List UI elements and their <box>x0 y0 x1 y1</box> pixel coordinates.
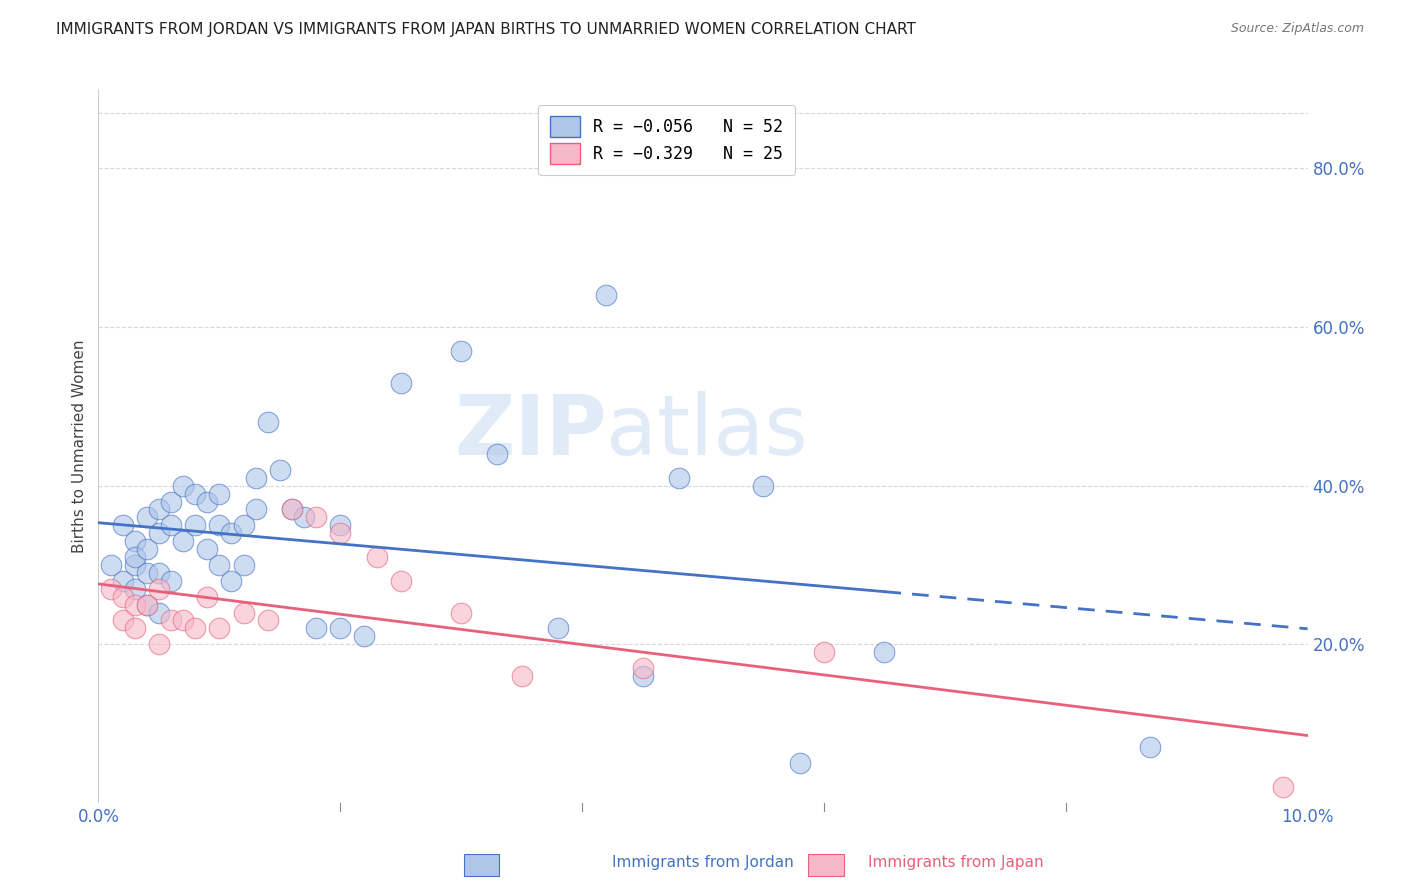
Point <box>160 574 183 588</box>
Point <box>353 629 375 643</box>
Text: Source: ZipAtlas.com: Source: ZipAtlas.com <box>1230 22 1364 36</box>
Point <box>245 502 267 516</box>
Point <box>329 518 352 533</box>
Legend: R = −0.056   N = 52, R = −0.329   N = 25: R = −0.056 N = 52, R = −0.329 N = 25 <box>538 104 794 176</box>
Point <box>184 486 207 500</box>
Point <box>172 478 194 492</box>
Point <box>124 582 146 596</box>
Point <box>111 518 134 533</box>
Point <box>124 549 146 564</box>
Point <box>208 486 231 500</box>
Point <box>389 376 412 390</box>
Point <box>135 510 157 524</box>
Point <box>160 614 183 628</box>
Point <box>221 574 243 588</box>
Point <box>450 343 472 358</box>
Point <box>124 534 146 549</box>
Point <box>450 606 472 620</box>
Point <box>789 756 811 771</box>
Point <box>160 494 183 508</box>
Point <box>668 471 690 485</box>
Point <box>208 621 231 635</box>
Point <box>172 614 194 628</box>
Point <box>184 518 207 533</box>
Point <box>595 288 617 302</box>
Point <box>752 478 775 492</box>
Point <box>232 558 254 572</box>
Text: atlas: atlas <box>606 392 808 472</box>
Point <box>111 574 134 588</box>
Point <box>221 526 243 541</box>
Point <box>100 558 122 572</box>
Point <box>305 621 328 635</box>
Point <box>269 463 291 477</box>
Point <box>1139 740 1161 755</box>
Point <box>366 549 388 564</box>
Point <box>873 645 896 659</box>
Point <box>135 598 157 612</box>
Point <box>305 510 328 524</box>
Point <box>148 526 170 541</box>
Text: Immigrants from Jordan: Immigrants from Jordan <box>612 855 794 870</box>
Point <box>148 606 170 620</box>
Point <box>232 518 254 533</box>
Text: Immigrants from Japan: Immigrants from Japan <box>869 855 1043 870</box>
Point <box>486 447 509 461</box>
Point <box>813 645 835 659</box>
Point <box>281 502 304 516</box>
Point <box>124 621 146 635</box>
Point <box>148 566 170 580</box>
Point <box>232 606 254 620</box>
Point <box>148 582 170 596</box>
Point <box>1272 780 1295 794</box>
Point <box>135 598 157 612</box>
Point <box>281 502 304 516</box>
Point <box>111 614 134 628</box>
Point <box>389 574 412 588</box>
Point <box>329 526 352 541</box>
Point <box>510 669 533 683</box>
Point <box>195 494 218 508</box>
Point <box>245 471 267 485</box>
Point <box>135 566 157 580</box>
Point <box>184 621 207 635</box>
Point <box>631 669 654 683</box>
Text: IMMIGRANTS FROM JORDAN VS IMMIGRANTS FROM JAPAN BIRTHS TO UNMARRIED WOMEN CORREL: IMMIGRANTS FROM JORDAN VS IMMIGRANTS FRO… <box>56 22 917 37</box>
Point <box>292 510 315 524</box>
Point <box>256 614 278 628</box>
Point <box>124 558 146 572</box>
Point <box>124 598 146 612</box>
Point <box>195 542 218 557</box>
Point <box>547 621 569 635</box>
Point <box>100 582 122 596</box>
Point <box>135 542 157 557</box>
Y-axis label: Births to Unmarried Women: Births to Unmarried Women <box>72 339 87 553</box>
Point <box>329 621 352 635</box>
Point <box>160 518 183 533</box>
Point <box>148 637 170 651</box>
Text: ZIP: ZIP <box>454 392 606 472</box>
Point <box>208 518 231 533</box>
Point <box>195 590 218 604</box>
Point <box>172 534 194 549</box>
Point <box>148 502 170 516</box>
Point <box>208 558 231 572</box>
Point <box>111 590 134 604</box>
Point <box>631 661 654 675</box>
Point <box>256 415 278 429</box>
